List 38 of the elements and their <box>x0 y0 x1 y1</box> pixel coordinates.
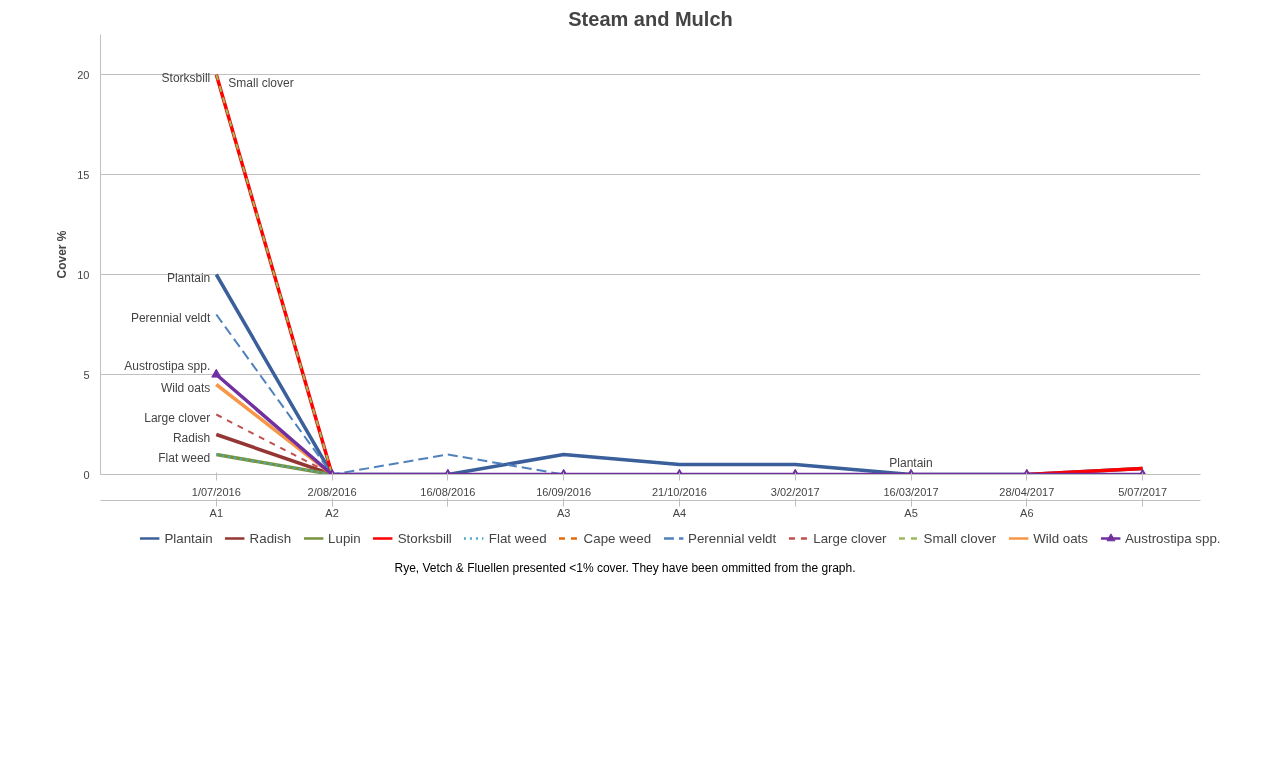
x-tick-label: 16/08/2016 <box>420 485 476 498</box>
annotation: Small clover <box>228 75 294 90</box>
category-label: 21/10/2016 A4 <box>651 485 707 519</box>
annotation: Austrostipa spp. <box>124 358 211 373</box>
legend-label: Wild oats <box>1033 530 1088 546</box>
legend-label: Large clover <box>813 530 887 546</box>
annotation: Large clover <box>144 410 211 425</box>
legend-label: Radish <box>249 530 292 546</box>
y-axis-title: Cover % <box>55 230 70 279</box>
category-label: 28/04/2017 A6 <box>999 485 1055 519</box>
category-label: 16/09/2016 A3 <box>536 485 592 519</box>
x-tick-label: 5/07/2017 <box>1118 485 1168 498</box>
legend-label: Austrostipa spp. <box>1124 530 1221 546</box>
y-tick-label: 0 <box>83 468 90 481</box>
y-tick-label: 15 <box>77 168 90 181</box>
category-label: 2/08/2016 A2 <box>307 485 357 519</box>
legend-label: Plantain <box>164 530 213 546</box>
annotation: Storksbill <box>161 70 211 85</box>
annotation: Flat weed <box>158 450 211 465</box>
annotation: Radish <box>172 430 211 445</box>
category-label: 1/07/2016 A1 <box>191 485 241 519</box>
text: Rye, Vetch & Fluellen presented <1% cover. They have been ommitted from the graph. <box>394 560 856 577</box>
legend-label: Flat weed <box>488 530 547 546</box>
legend-label: Cape weed <box>583 530 652 546</box>
legend-label: Lupin <box>328 530 361 546</box>
y-tick-label: 5 <box>83 368 90 381</box>
legend-label: Perennial veldt <box>688 530 777 546</box>
category-label: 16/03/2017 A5 <box>883 485 939 519</box>
y-tick-label: 10 <box>77 268 90 281</box>
annotation: Wild oats <box>160 380 211 395</box>
legend-label: Small clover <box>923 530 997 546</box>
annotation: Perennial veldt <box>130 310 211 325</box>
y-tick-label: 20 <box>77 68 90 81</box>
legend-label: Storksbill <box>397 530 452 546</box>
x-tick-label: 3/02/2017 <box>770 485 820 498</box>
annotation: Plantain <box>889 455 933 470</box>
annotation: Plantain <box>166 270 211 285</box>
chart-title: Steam and Mulch <box>568 7 733 30</box>
